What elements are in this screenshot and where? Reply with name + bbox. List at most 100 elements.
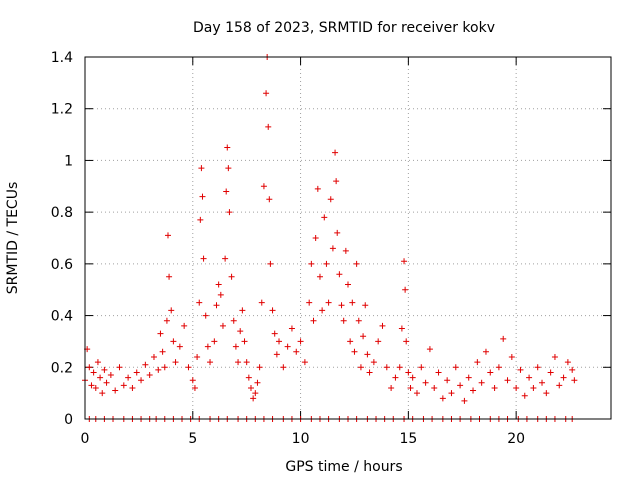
data-point [230, 317, 237, 324]
data-point [197, 216, 204, 223]
data-point [323, 260, 330, 267]
data-point [222, 255, 229, 262]
data-point [351, 348, 358, 355]
data-point [353, 260, 360, 267]
data-point [409, 374, 416, 381]
data-point [452, 364, 459, 371]
data-point [243, 359, 250, 366]
data-point [551, 353, 558, 360]
data-point [99, 390, 106, 397]
data-point [146, 372, 153, 379]
data-point [418, 364, 425, 371]
x-tick-label: 5 [188, 431, 197, 447]
data-point [269, 307, 276, 314]
data-point [448, 390, 455, 397]
x-tick-label: 20 [507, 431, 525, 447]
data-point [392, 374, 399, 381]
data-point [256, 364, 263, 371]
data-point [539, 379, 546, 386]
grid-lines [85, 57, 611, 419]
x-tick-label: 0 [81, 431, 90, 447]
data-point [571, 377, 578, 384]
data-point [86, 364, 93, 371]
data-point [327, 196, 334, 203]
data-point [513, 384, 520, 391]
y-tick-label: 0.4 [51, 309, 73, 325]
data-point [431, 384, 438, 391]
data-point [366, 369, 373, 376]
data-point [435, 369, 442, 376]
data-point [474, 359, 481, 366]
y-tick-label: 1.2 [51, 102, 73, 118]
data-point [133, 369, 140, 376]
data-point [312, 235, 319, 241]
data-point [170, 338, 177, 345]
data-point [288, 325, 295, 332]
data-point [97, 374, 104, 381]
data-point [465, 374, 472, 381]
data-point [219, 322, 226, 329]
data-point [181, 322, 188, 329]
data-point [349, 299, 356, 306]
x-axis-label: GPS time / hours [285, 459, 402, 475]
data-point [194, 353, 201, 360]
data-point [207, 359, 214, 366]
y-tick-label: 1 [64, 153, 73, 169]
data-point [107, 372, 114, 379]
data-point [379, 322, 386, 329]
data-point [487, 369, 494, 376]
data-point [316, 273, 323, 280]
data-point [495, 364, 502, 371]
data-point [235, 359, 242, 366]
data-point [478, 379, 485, 386]
x-tick-label: 15 [399, 431, 417, 447]
data-point [164, 232, 171, 239]
data-point [508, 353, 515, 360]
data-point [345, 281, 351, 288]
data-point [405, 369, 412, 376]
data-point [564, 359, 571, 366]
data-point [375, 338, 382, 345]
data-point [439, 395, 446, 402]
data-point [426, 346, 433, 353]
data-point [310, 317, 317, 324]
y-axis-label: SRMTID / TECUs [5, 182, 21, 295]
data-point [276, 338, 283, 345]
data-point [225, 165, 232, 172]
data-point [444, 377, 451, 384]
data-point [263, 90, 270, 97]
data-point [112, 387, 119, 394]
data-point [273, 351, 280, 358]
data-point [265, 123, 272, 130]
data-point [228, 273, 235, 280]
data-point [569, 366, 576, 373]
x-tick-label: 10 [292, 431, 310, 447]
data-point [138, 377, 145, 384]
data-point [306, 299, 313, 306]
data-point [500, 335, 507, 342]
data-point [90, 369, 97, 376]
data-point [172, 359, 179, 366]
y-tick-label: 1.4 [51, 50, 73, 66]
data-point [530, 384, 537, 391]
data-point [422, 379, 429, 386]
data-point [314, 185, 321, 192]
data-point [189, 377, 196, 384]
data-point [198, 165, 205, 172]
data-point [163, 317, 170, 324]
data-point [338, 302, 345, 309]
data-point [125, 374, 132, 381]
data-point [217, 291, 224, 298]
data-point [280, 364, 287, 371]
data-point [407, 384, 414, 391]
data-point [116, 364, 123, 371]
data-point [360, 333, 367, 340]
data-point [266, 196, 273, 203]
data-point [250, 395, 257, 402]
data-point [340, 317, 347, 324]
data-point [161, 364, 168, 371]
data-point [355, 317, 362, 324]
data-point [413, 390, 420, 397]
data-point [237, 328, 244, 335]
